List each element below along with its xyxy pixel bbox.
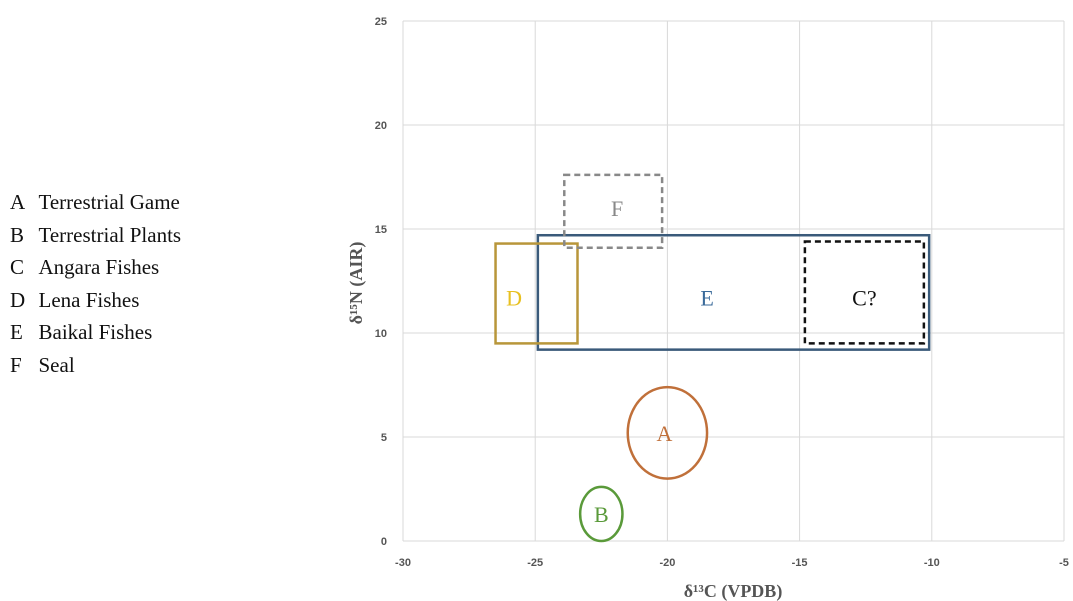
region-b	[578, 485, 624, 543]
legend-key: A	[10, 190, 26, 214]
region-f	[563, 173, 664, 249]
region-label-c: C?	[852, 286, 876, 311]
legend-text: Seal	[38, 352, 75, 377]
legend-item-a: A Terrestrial Game	[10, 186, 181, 219]
x-axis-title: δ¹³C (VPDB)	[684, 581, 783, 601]
y-tick-label: 20	[375, 120, 387, 132]
legend-key: E	[10, 320, 23, 344]
region-e	[536, 233, 931, 351]
legend-key: D	[10, 287, 26, 312]
legend-text: Baikal Fishes	[38, 320, 153, 344]
legend-item-c: C Angara Fishes	[10, 251, 181, 284]
grid-horizontal-lines	[403, 20, 1064, 542]
x-tick-label: -30	[395, 557, 411, 569]
y-tick-label: 15	[375, 224, 387, 236]
legend-text: Terrestrial Game	[38, 190, 180, 214]
region-label-a: A	[656, 421, 672, 446]
x-tick-label: -5	[1059, 557, 1069, 569]
legend: A Terrestrial Game B Terrestrial Plants …	[10, 186, 181, 381]
x-tick-label: -25	[527, 557, 543, 569]
region-d	[494, 242, 579, 345]
legend-item-b: B Terrestrial Plants	[10, 219, 181, 252]
y-axis-title: δ¹⁵N (AIR)	[346, 242, 367, 325]
region-label-f: F	[611, 196, 623, 221]
tick-labels: -30 -25 -20 -15 -10 -5 0 5 10 15 20 25	[375, 16, 1069, 569]
y-tick-label: 25	[375, 16, 387, 28]
region-c	[803, 240, 926, 345]
legend-key: B	[10, 222, 25, 247]
x-tick-label: -10	[924, 557, 940, 569]
x-tick-label: -20	[659, 557, 675, 569]
y-tick-label: 5	[381, 432, 387, 444]
legend-item-d: D Lena Fishes	[10, 284, 181, 317]
y-tick-label: 10	[375, 328, 387, 340]
legend-item-e: E Baikal Fishes	[10, 316, 181, 349]
legend-key: F	[10, 352, 22, 377]
legend-item-f: F Seal	[10, 349, 181, 382]
x-tick-label: -15	[792, 557, 808, 569]
data-regions: E D F C? A B	[494, 173, 931, 543]
y-tick-label: 0	[381, 536, 387, 548]
legend-text: Terrestrial Plants	[38, 222, 182, 247]
legend-key: C	[10, 255, 25, 279]
region-label-d: D	[506, 286, 522, 311]
region-label-b: B	[594, 502, 609, 527]
grid-vertical-lines	[402, 21, 1065, 541]
legend-text: Lena Fishes	[38, 287, 140, 312]
region-label-e: E	[700, 286, 713, 311]
legend-text: Angara Fishes	[38, 255, 160, 279]
region-a	[626, 385, 709, 480]
